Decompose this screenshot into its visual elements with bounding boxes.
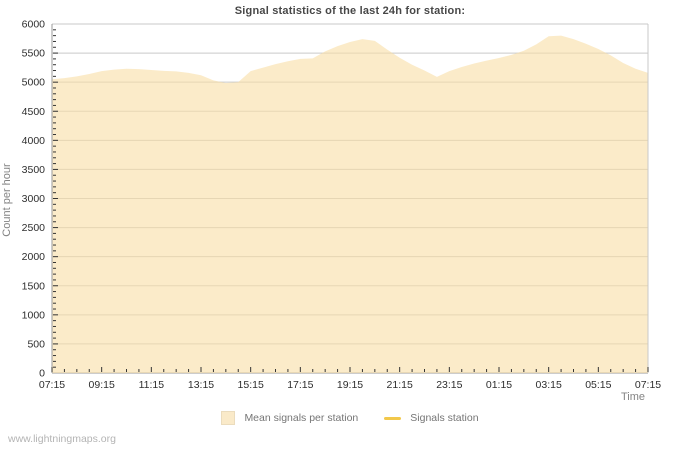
x-ticks — [51, 367, 649, 372]
plot-border — [51, 24, 649, 373]
y-ticks — [53, 29, 58, 368]
svg-text:19:15: 19:15 — [337, 379, 363, 391]
svg-text:1500: 1500 — [22, 280, 46, 292]
svg-text:3500: 3500 — [22, 164, 46, 176]
legend-item-mean-signals: Mean signals per station — [221, 411, 358, 425]
svg-text:1000: 1000 — [22, 309, 46, 321]
svg-text:13:15: 13:15 — [188, 379, 214, 391]
svg-text:2000: 2000 — [22, 251, 46, 263]
svg-text:05:15: 05:15 — [585, 379, 611, 391]
svg-text:4500: 4500 — [22, 106, 46, 118]
svg-text:07:15: 07:15 — [635, 379, 661, 391]
svg-text:0: 0 — [39, 368, 45, 380]
line-swatch-icon — [384, 416, 402, 420]
svg-text:21:15: 21:15 — [387, 379, 413, 391]
svg-text:07:15: 07:15 — [39, 379, 65, 391]
svg-text:5000: 5000 — [22, 77, 46, 89]
svg-text:5500: 5500 — [22, 48, 46, 60]
x-axis-title: Time — [620, 391, 646, 403]
svg-text:09:15: 09:15 — [89, 379, 115, 391]
svg-text:23:15: 23:15 — [436, 379, 462, 391]
watermark-text: www.lightningmaps.org — [8, 433, 116, 445]
svg-text:6000: 6000 — [22, 19, 46, 31]
x-tick-labels: 07:15 09:15 11:15 13:15 15:15 17:15 19:15 21:15… — [39, 379, 661, 391]
svg-text:01:15: 01:15 — [486, 379, 512, 391]
svg-text:2500: 2500 — [22, 222, 46, 234]
svg-text:03:15: 03:15 — [536, 379, 562, 391]
svg-text:4000: 4000 — [22, 135, 46, 147]
legend-label-signals-station: Signals station — [410, 412, 479, 424]
svg-text:3000: 3000 — [22, 193, 46, 205]
area-swatch-icon — [221, 411, 236, 425]
svg-text:17:15: 17:15 — [287, 379, 313, 391]
area-series — [52, 35, 648, 373]
chart-title: Signal statistics of the last 24h for st… — [234, 5, 466, 17]
chart-legend: Mean signals per station Signals station — [0, 411, 700, 425]
legend-label-mean-signals: Mean signals per station — [244, 412, 359, 424]
svg-text:15:15: 15:15 — [238, 379, 264, 391]
svg-text:11:15: 11:15 — [139, 379, 165, 391]
legend-item-signals-station: Signals station — [384, 412, 479, 424]
y-tick-labels: 0 500 1000 1500 2000 2500 3000 3500 4000 4500 5000… — [22, 19, 46, 380]
svg-text:500: 500 — [27, 338, 45, 350]
